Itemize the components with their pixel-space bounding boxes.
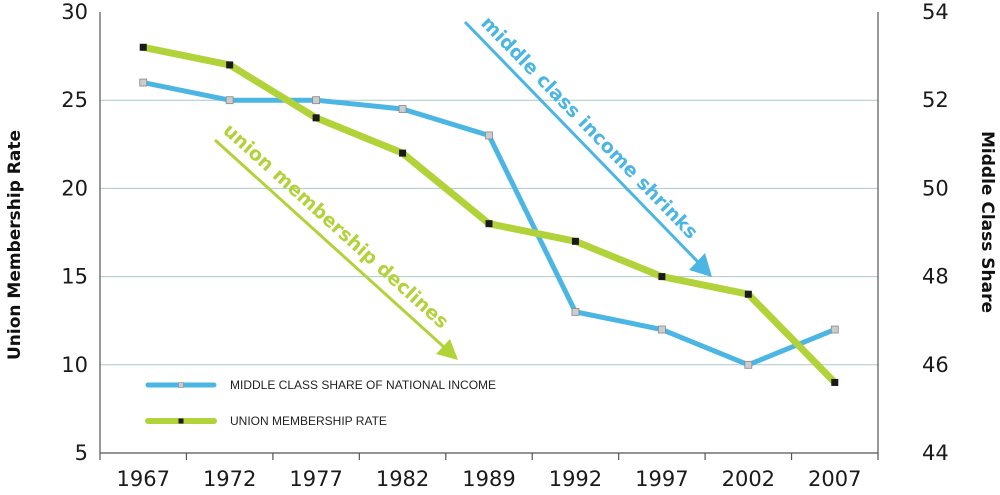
data-point-middle-class-share [830,325,839,334]
x-tick-label: 2002 [722,467,775,491]
series-layer [139,43,839,386]
y-tick-labels-right: 44 46 48 50 52 54 [922,0,949,465]
x-tick-label: 1992 [549,467,602,491]
data-point-union-membership [658,273,666,281]
data-point-middle-class-share [225,96,234,105]
annotation-income: middle class income shrinks [463,12,712,277]
x-tick-marks [99,453,879,460]
data-point-union-membership [831,378,839,386]
x-tick-label: 1972 [203,467,256,491]
annotation-union: union membership declines [213,119,458,360]
series-line-union-membership [139,43,839,386]
data-point-middle-class-share [657,325,666,334]
annotation-income-text: middle class income shrinks [476,12,702,243]
data-point-middle-class-share [744,360,753,369]
legend-label-middle-class: MIDDLE CLASS SHARE OF NATIONAL INCOME [230,378,496,392]
data-point-middle-class-share [485,131,493,140]
annotation-union-arrow-line [213,138,447,350]
data-point-middle-class-share [139,78,148,87]
data-point-middle-class-share [571,307,580,316]
legend-label-union: UNION MEMBERSHIP RATE [230,414,387,428]
x-tick-label: 1977 [289,467,342,491]
annotation-union-arrowhead [436,339,458,360]
y-tick-label-left: 25 [61,88,88,112]
x-tick-label: 1989 [462,467,515,491]
y-axis-title-left: Union Membership Rate [5,130,25,360]
y-tick-labels-left: 5 10 15 20 25 30 [61,0,88,465]
y-tick-label-left: 15 [61,265,88,289]
y-axis-title-right: Middle Class Share [977,131,997,313]
data-point-middle-class-share [398,105,407,113]
data-point-union-membership [399,149,407,157]
x-tick-label: 1967 [116,467,169,491]
x-tick-label: 1997 [635,467,688,491]
data-point-union-membership [571,237,579,245]
y-tick-label-right: 52 [922,88,949,112]
legend-marker-union [178,418,184,424]
y-tick-label-right: 44 [922,441,949,465]
y-tick-label-left: 5 [75,441,88,465]
data-point-union-membership [312,114,320,122]
legend-marker-middle-class [178,382,184,388]
y-tick-label-right: 54 [922,0,949,24]
y-tick-label-left: 20 [61,176,88,200]
data-point-union-membership [226,61,234,69]
y-tick-label-left: 30 [61,0,88,24]
data-point-union-membership [485,220,493,228]
x-tick-label: 1982 [376,467,429,491]
x-tick-label: 2007 [808,467,861,491]
data-point-union-membership [744,290,752,298]
data-point-middle-class-share [312,96,321,105]
x-tick-labels: 1967 1972 1977 1982 1989 1992 1997 2002 2007 [116,467,861,491]
data-point-union-membership [139,43,147,51]
annotation-income-arrowhead [689,253,712,277]
y-tick-label-right: 48 [922,265,949,289]
annotation-income-arrow-line [463,20,700,264]
y-tick-label-right: 50 [922,176,949,200]
legend: MIDDLE CLASS SHARE OF NATIONAL INCOME UN… [145,378,496,428]
annotation-union-text: union membership declines [219,119,453,333]
y-tick-label-left: 10 [61,353,88,377]
y-tick-label-right: 46 [922,353,949,377]
